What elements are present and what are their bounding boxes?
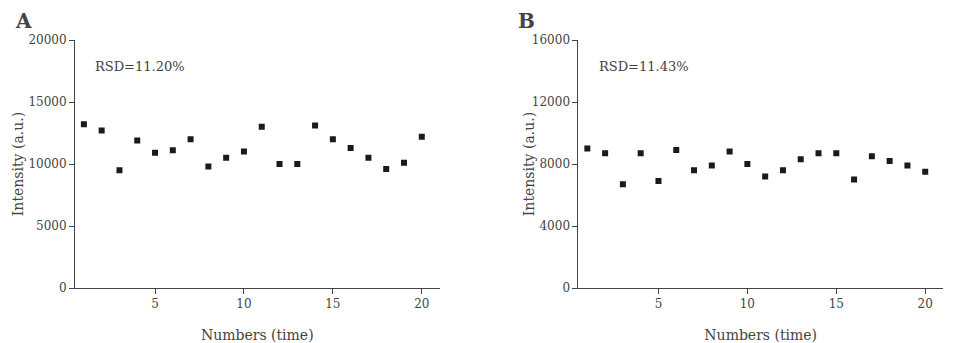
svg-text:Intensity (a.u.): Intensity (a.u.): [10, 112, 26, 216]
svg-text:15: 15: [829, 297, 844, 311]
svg-text:0: 0: [562, 281, 570, 295]
svg-text:Numbers (time): Numbers (time): [704, 327, 817, 343]
svg-text:RSD=11.20%: RSD=11.20%: [95, 59, 185, 74]
svg-text:10000: 10000: [28, 157, 66, 171]
svg-text:20000: 20000: [28, 33, 66, 47]
svg-text:B: B: [518, 9, 535, 33]
svg-text:5: 5: [655, 297, 663, 311]
svg-text:10: 10: [236, 297, 251, 311]
svg-text:Numbers (time): Numbers (time): [201, 327, 314, 343]
svg-text:20: 20: [414, 297, 429, 311]
svg-text:4000: 4000: [539, 219, 570, 233]
svg-text:16000: 16000: [532, 33, 570, 47]
svg-text:RSD=11.43%: RSD=11.43%: [599, 59, 689, 74]
svg-text:15000: 15000: [28, 95, 66, 109]
svg-text:A: A: [15, 9, 32, 33]
svg-text:15: 15: [325, 297, 340, 311]
svg-text:Intensity (a.u.): Intensity (a.u.): [521, 112, 537, 216]
svg-text:12000: 12000: [532, 95, 570, 109]
svg-text:20: 20: [918, 297, 933, 311]
svg-text:8000: 8000: [539, 157, 570, 171]
svg-text:5: 5: [151, 297, 159, 311]
svg-text:5000: 5000: [36, 219, 67, 233]
svg-text:10: 10: [740, 297, 755, 311]
svg-text:0: 0: [59, 281, 67, 295]
